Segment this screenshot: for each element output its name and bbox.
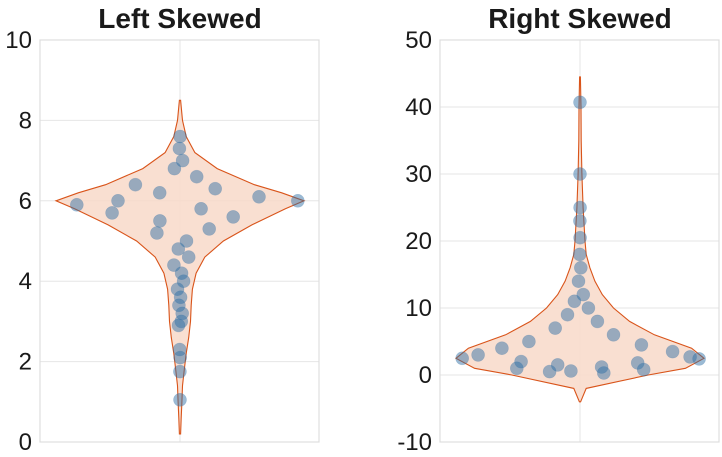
data-point — [70, 198, 84, 212]
y-tick-label: 30 — [405, 161, 432, 188]
data-point — [208, 181, 222, 196]
right-data-points — [455, 95, 706, 380]
y-tick-label: 0 — [19, 429, 32, 456]
data-point — [170, 282, 185, 297]
data-point — [111, 194, 125, 208]
y-tick-label: -10 — [397, 429, 432, 456]
data-point — [550, 358, 565, 372]
data-point — [522, 334, 536, 349]
data-point — [636, 362, 651, 377]
data-point — [128, 177, 143, 192]
violin-shape — [455, 76, 705, 403]
data-point — [495, 341, 509, 356]
data-point — [150, 226, 164, 240]
y-tick-label: 2 — [19, 349, 32, 376]
data-point — [202, 222, 216, 236]
left-data-points — [70, 129, 305, 407]
data-point — [572, 247, 587, 262]
y-tick-label: 8 — [19, 107, 32, 134]
y-tick-label: 10 — [5, 27, 32, 54]
violin-shape — [54, 99, 306, 435]
data-point — [173, 290, 188, 305]
data-point — [171, 318, 186, 333]
data-point — [152, 186, 167, 200]
data-point — [171, 242, 186, 256]
data-point — [173, 392, 187, 407]
data-point — [542, 364, 557, 379]
data-point — [175, 153, 190, 168]
data-point — [173, 364, 187, 379]
data-point — [173, 129, 187, 144]
data-point — [573, 230, 587, 245]
right-violin — [455, 76, 705, 403]
data-point — [571, 274, 586, 289]
data-point — [596, 366, 611, 380]
data-point — [573, 200, 587, 215]
data-point — [172, 342, 187, 357]
left-violin — [54, 99, 306, 435]
left-skewed-panel: Left Skewed 0 2 4 6 8 10 — [5, 3, 320, 456]
y-tick-label: 4 — [19, 268, 32, 295]
data-point — [179, 234, 194, 248]
data-point — [174, 314, 189, 329]
right-axes-frame — [439, 39, 720, 443]
data-point — [594, 360, 609, 374]
y-tick-label: 40 — [405, 94, 432, 121]
data-point — [514, 354, 528, 369]
data-point — [630, 356, 645, 370]
data-point — [176, 274, 191, 289]
data-point — [573, 167, 587, 181]
data-point — [167, 161, 182, 176]
data-point — [252, 190, 266, 204]
data-point — [576, 287, 591, 302]
y-tick-label: 20 — [405, 228, 432, 255]
y-tick-label: 10 — [405, 295, 432, 322]
y-tick-label: 0 — [419, 362, 432, 389]
data-point — [634, 338, 649, 352]
data-point — [173, 350, 187, 365]
y-tick-label: 6 — [19, 188, 32, 215]
data-point — [573, 260, 588, 275]
right-skewed-panel: Right Skewed -10 0 10 20 30 40 50 — [397, 3, 720, 456]
data-point — [683, 350, 697, 364]
data-point — [181, 250, 196, 264]
right-y-tick-labels: -10 0 10 20 30 40 50 — [397, 27, 432, 456]
data-point — [548, 321, 563, 335]
data-point — [590, 314, 605, 329]
data-point — [581, 301, 596, 315]
left-chart-title: Left Skewed — [98, 3, 261, 34]
data-point — [567, 294, 582, 309]
data-point — [290, 194, 305, 208]
left-y-tick-labels: 0 2 4 6 8 10 — [5, 27, 32, 456]
data-point — [172, 298, 186, 313]
data-point — [665, 344, 680, 359]
data-point — [175, 306, 189, 321]
data-point — [194, 202, 208, 216]
data-point — [189, 169, 204, 184]
right-chart-title: Right Skewed — [488, 3, 672, 34]
data-point — [455, 351, 470, 366]
data-point — [153, 214, 167, 228]
data-point — [174, 266, 189, 281]
data-point — [573, 95, 587, 110]
data-point — [573, 214, 587, 228]
left-axes-frame — [39, 39, 320, 443]
data-point — [226, 210, 240, 224]
data-point — [692, 352, 706, 366]
data-point — [167, 258, 181, 272]
data-point — [471, 348, 485, 362]
data-point — [560, 307, 575, 322]
y-tick-label: 50 — [405, 27, 432, 54]
data-point — [564, 364, 578, 378]
data-point — [105, 206, 119, 220]
data-point — [509, 361, 524, 376]
data-point — [172, 141, 187, 156]
data-point — [606, 327, 621, 342]
